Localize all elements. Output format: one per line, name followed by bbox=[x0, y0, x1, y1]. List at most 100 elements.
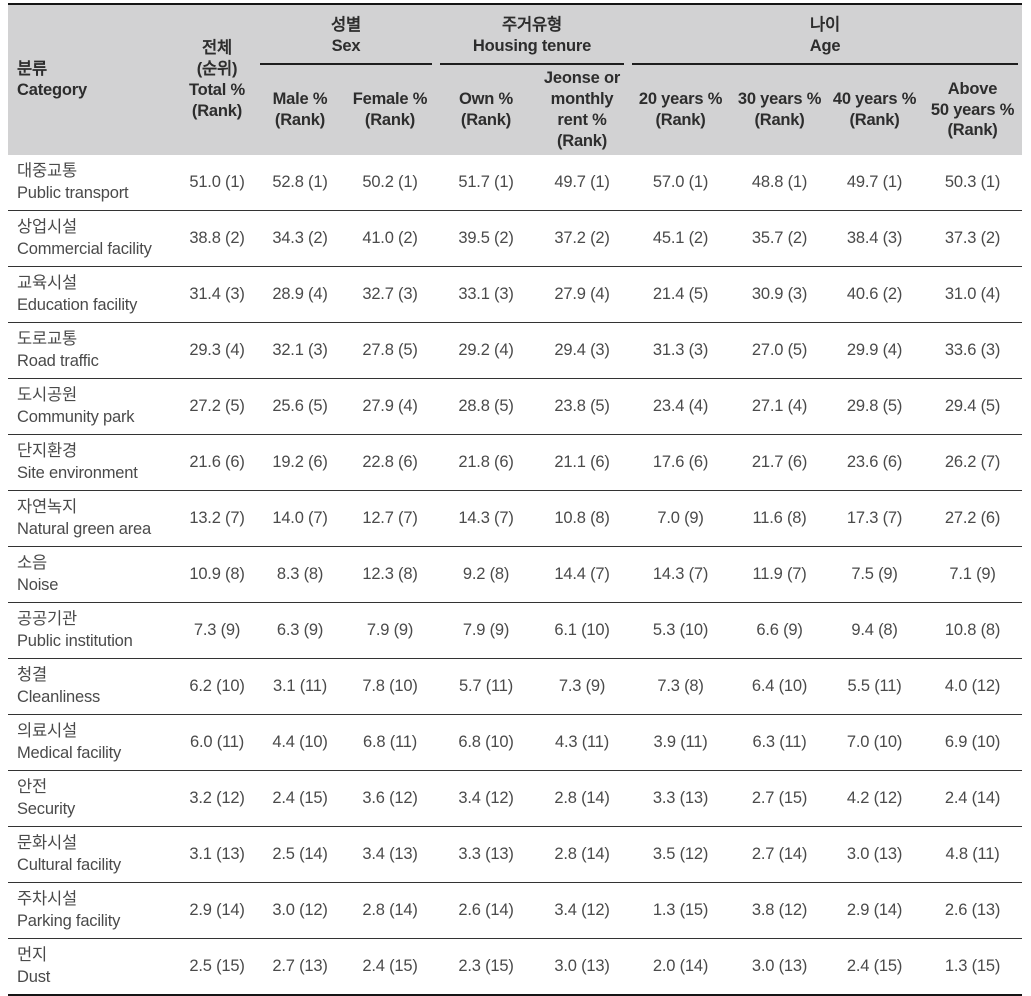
category-korean: 도시공원 bbox=[17, 386, 77, 405]
value-cell: 21.6 (6) bbox=[178, 434, 256, 491]
category-english: Commercial facility bbox=[17, 239, 152, 258]
value-cell: 41.0 (2) bbox=[344, 210, 436, 267]
value-cell: 5.7 (11) bbox=[436, 658, 536, 715]
value-cell: 6.3 (9) bbox=[256, 602, 344, 659]
value-cell: 3.0 (13) bbox=[536, 938, 629, 995]
value-cell: 17.6 (6) bbox=[628, 434, 734, 491]
category-english: Security bbox=[17, 799, 76, 818]
value-cell: 23.4 (4) bbox=[628, 378, 734, 435]
value-cell: 6.0 (11) bbox=[178, 714, 256, 771]
value-cell: 3.4 (12) bbox=[436, 770, 536, 827]
group-header-sex-label: 성별 Sex bbox=[260, 7, 432, 65]
value-cell: 1.3 (15) bbox=[923, 938, 1023, 995]
category-korean: 대중교통 bbox=[17, 162, 77, 181]
value-cell: 22.8 (6) bbox=[344, 434, 436, 491]
value-cell: 4.8 (11) bbox=[923, 826, 1023, 883]
category-cell: 청결 Cleanliness bbox=[8, 658, 178, 715]
category-cell: 도시공원 Community park bbox=[8, 378, 178, 435]
category-cell: 주차시설 Parking facility bbox=[8, 882, 178, 939]
category-korean: 소음 bbox=[17, 554, 47, 573]
value-cell: 7.3 (9) bbox=[536, 658, 629, 715]
value-cell: 14.4 (7) bbox=[536, 546, 629, 603]
table-row: 교육시설 Education facility 31.4 (3) 28.9 (4)… bbox=[8, 266, 1023, 323]
table-body: 대중교통 Public transport 51.0 (1) 52.8 (1) 5… bbox=[8, 155, 1023, 995]
value-cell: 21.4 (5) bbox=[628, 266, 734, 323]
table-row: 상업시설 Commercial facility 38.8 (2) 34.3 (2… bbox=[8, 210, 1023, 267]
category-cell: 공공기관 Public institution bbox=[8, 602, 178, 659]
value-cell: 33.6 (3) bbox=[923, 322, 1023, 379]
value-cell: 2.3 (15) bbox=[436, 938, 536, 995]
value-cell: 21.1 (6) bbox=[536, 434, 629, 491]
category-cell: 상업시설 Commercial facility bbox=[8, 210, 178, 267]
value-cell: 6.6 (9) bbox=[733, 602, 827, 659]
table-row: 먼지 Dust 2.5 (15) 2.7 (13) 2.4 (15) 2.3 (1… bbox=[8, 938, 1023, 995]
value-cell: 2.7 (14) bbox=[733, 826, 827, 883]
value-cell: 3.0 (13) bbox=[733, 938, 827, 995]
value-cell: 2.7 (15) bbox=[733, 770, 827, 827]
value-cell: 3.9 (11) bbox=[628, 714, 734, 771]
value-cell: 9.4 (8) bbox=[826, 602, 924, 659]
value-cell: 5.5 (11) bbox=[826, 658, 924, 715]
value-cell: 4.4 (10) bbox=[256, 714, 344, 771]
category-korean: 도로교통 bbox=[17, 330, 77, 349]
value-cell: 3.2 (12) bbox=[178, 770, 256, 827]
category-korean: 자연녹지 bbox=[17, 498, 77, 517]
value-cell: 6.4 (10) bbox=[733, 658, 827, 715]
col-header-30-years: 30 years % (Rank) bbox=[733, 65, 827, 155]
category-korean: 교육시설 bbox=[17, 274, 77, 293]
value-cell: 40.6 (2) bbox=[826, 266, 924, 323]
value-cell: 3.3 (13) bbox=[628, 770, 734, 827]
value-cell: 33.1 (3) bbox=[436, 266, 536, 323]
category-cell: 의료시설 Medical facility bbox=[8, 714, 178, 771]
col-header-female: Female % (Rank) bbox=[344, 65, 436, 155]
value-cell: 12.7 (7) bbox=[344, 490, 436, 547]
category-english: Parking facility bbox=[17, 911, 121, 930]
value-cell: 31.0 (4) bbox=[923, 266, 1023, 323]
table-row: 주차시설 Parking facility 2.9 (14) 3.0 (12) 2… bbox=[8, 882, 1023, 939]
value-cell: 29.4 (5) bbox=[923, 378, 1023, 435]
value-cell: 10.9 (8) bbox=[178, 546, 256, 603]
col-header-40-years: 40 years % (Rank) bbox=[826, 65, 924, 155]
category-english: Dust bbox=[17, 967, 51, 986]
category-rank-table: 분류 Category 전체 (순위) Total % (Rank) 성별 Se… bbox=[8, 3, 1023, 996]
value-cell: 14.0 (7) bbox=[256, 490, 344, 547]
value-cell: 2.4 (14) bbox=[923, 770, 1023, 827]
value-cell: 27.1 (4) bbox=[733, 378, 827, 435]
value-cell: 7.0 (9) bbox=[628, 490, 734, 547]
category-english: Noise bbox=[17, 575, 59, 594]
value-cell: 11.6 (8) bbox=[733, 490, 827, 547]
value-cell: 37.2 (2) bbox=[536, 210, 629, 267]
value-cell: 32.1 (3) bbox=[256, 322, 344, 379]
group-header-sex: 성별 Sex bbox=[256, 4, 436, 65]
value-cell: 27.2 (6) bbox=[923, 490, 1023, 547]
category-english: Education facility bbox=[17, 295, 138, 314]
value-cell: 3.4 (12) bbox=[536, 882, 629, 939]
value-cell: 31.4 (3) bbox=[178, 266, 256, 323]
value-cell: 9.2 (8) bbox=[436, 546, 536, 603]
value-cell: 35.7 (2) bbox=[733, 210, 827, 267]
value-cell: 2.5 (15) bbox=[178, 938, 256, 995]
table-row: 안전 Security 3.2 (12) 2.4 (15) 3.6 (12) 3.… bbox=[8, 770, 1023, 827]
col-header-above-50-years: Above 50 years % (Rank) bbox=[923, 65, 1023, 155]
value-cell: 1.3 (15) bbox=[628, 882, 734, 939]
value-cell: 51.7 (1) bbox=[436, 155, 536, 211]
table-row: 의료시설 Medical facility 6.0 (11) 4.4 (10) 6… bbox=[8, 714, 1023, 771]
value-cell: 2.8 (14) bbox=[536, 826, 629, 883]
value-cell: 3.1 (13) bbox=[178, 826, 256, 883]
table-row: 대중교통 Public transport 51.0 (1) 52.8 (1) 5… bbox=[8, 155, 1023, 211]
col-header-20-years: 20 years % (Rank) bbox=[628, 65, 734, 155]
value-cell: 49.7 (1) bbox=[826, 155, 924, 211]
value-cell: 6.9 (10) bbox=[923, 714, 1023, 771]
value-cell: 21.7 (6) bbox=[733, 434, 827, 491]
value-cell: 13.2 (7) bbox=[178, 490, 256, 547]
category-cell: 문화시설 Cultural facility bbox=[8, 826, 178, 883]
value-cell: 30.9 (3) bbox=[733, 266, 827, 323]
value-cell: 7.1 (9) bbox=[923, 546, 1023, 603]
value-cell: 6.2 (10) bbox=[178, 658, 256, 715]
category-cell: 단지환경 Site environment bbox=[8, 434, 178, 491]
value-cell: 3.4 (13) bbox=[344, 826, 436, 883]
value-cell: 12.3 (8) bbox=[344, 546, 436, 603]
col-header-category: 분류 Category bbox=[8, 4, 178, 155]
value-cell: 2.7 (13) bbox=[256, 938, 344, 995]
